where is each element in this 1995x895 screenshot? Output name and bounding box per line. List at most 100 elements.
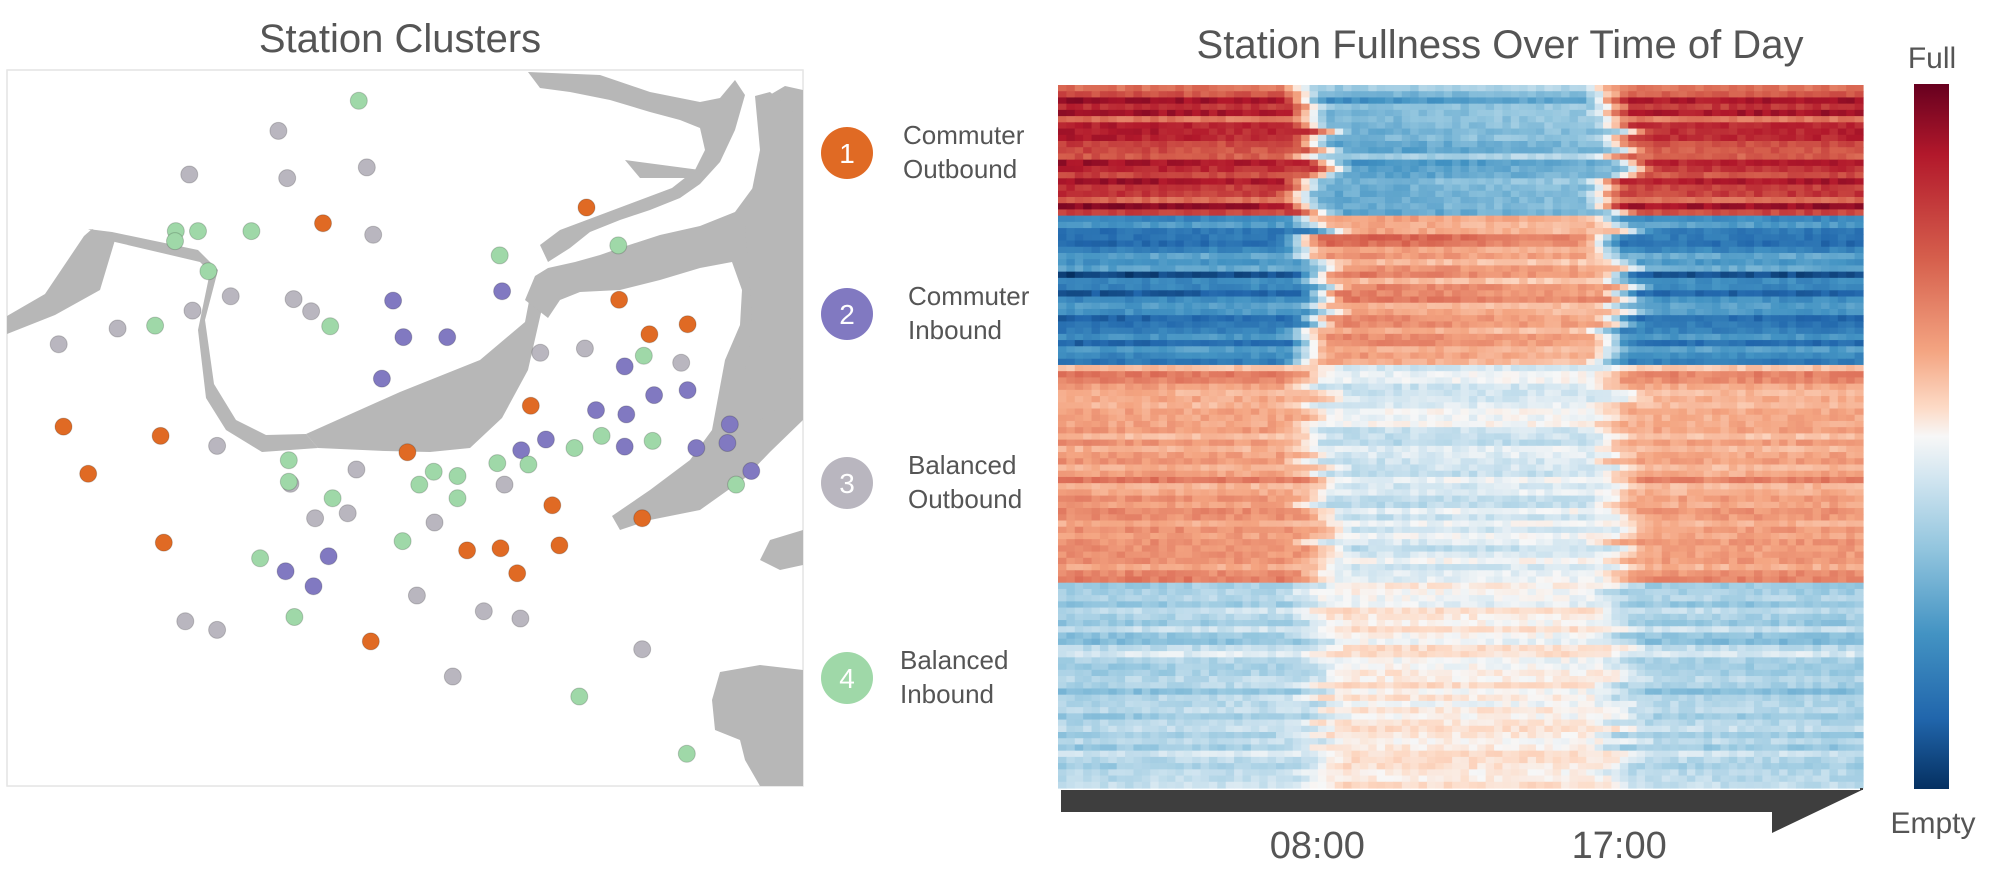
heatmap-cell [1561,327,1571,335]
heatmap-cell [1829,277,1839,285]
heatmap-cell [1359,315,1369,323]
heatmap-cell [1527,321,1537,329]
heatmap-cell [1267,184,1277,192]
heatmap-cell [1225,358,1235,366]
heatmap-cell [1334,209,1344,217]
heatmap-cell [1552,97,1562,105]
heatmap-cell [1175,265,1185,273]
heatmap-cell [1770,389,1780,397]
heatmap-cell [1678,358,1688,366]
heatmap-cell [1829,103,1839,111]
heatmap-cell [1460,184,1470,192]
heatmap-cell [1594,134,1604,142]
heatmap-cell [1686,159,1696,167]
heatmap-cell [1837,340,1847,347]
heatmap-cell [1854,290,1864,298]
heatmap-cell [1636,91,1646,99]
heatmap-cell [1686,147,1696,155]
heatmap-cell [1317,340,1327,347]
heatmap-cell [1175,221,1185,229]
heatmap-cell [1502,103,1512,111]
heatmap-cell [1150,389,1160,397]
heatmap-cell [1376,296,1386,304]
heatmap-cell [1234,122,1244,130]
heatmap-cell [1452,172,1462,179]
heatmap-cell [1452,296,1462,304]
heatmap-cell [1058,302,1067,310]
heatmap-cell [1292,103,1302,111]
heatmap-cell [1091,153,1101,161]
heatmap-cell [1334,302,1344,310]
heatmap-cell [1208,246,1218,254]
heatmap-cell [1577,140,1587,148]
heatmap-cell [1301,147,1311,155]
heatmap-cell [1351,308,1361,316]
heatmap-cell [1267,234,1277,242]
heatmap-cell [1686,140,1696,148]
heatmap-cell [1468,377,1478,385]
heatmap-cell [1108,103,1118,111]
heatmap-cell [1527,228,1537,235]
heatmap-cell [1267,383,1277,391]
heatmap-cell [1334,383,1344,391]
heatmap-cell [1787,265,1797,273]
heatmap-cell [1317,321,1327,329]
station-point-cluster-1 [361,632,380,651]
heatmap-cell [1058,147,1067,155]
heatmap-cell [1812,165,1822,173]
heatmap-cell [1846,364,1856,372]
heatmap-cell [1636,271,1646,279]
heatmap-cell [1770,103,1780,111]
heatmap-cell [1829,308,1839,316]
heatmap-cell [1770,234,1780,242]
heatmap-cell [1779,277,1789,285]
heatmap-cell [1192,128,1202,136]
heatmap-cell [1410,196,1420,204]
heatmap-cell [1234,284,1244,291]
heatmap-cell [1703,85,1713,92]
heatmap-cell [1284,91,1294,99]
heatmap-cell [1276,315,1286,323]
heatmap-cell [1728,389,1738,397]
heatmap-cell [1821,172,1831,179]
heatmap-cell [1829,172,1839,179]
heatmap-cell [1267,134,1277,142]
heatmap-cell [1292,203,1302,211]
heatmap-cell [1854,91,1864,99]
heatmap-cell [1686,358,1696,366]
heatmap-cell [1611,308,1621,316]
heatmap-cell [1200,333,1210,341]
heatmap-cell [1259,228,1269,235]
heatmap-cell [1670,364,1680,372]
heatmap-cell [1779,147,1789,155]
station-point-cluster-3 [357,158,376,177]
heatmap-cell [1192,153,1202,161]
heatmap-cell [1611,377,1621,385]
heatmap-cell [1133,315,1143,323]
heatmap-cell [1343,159,1353,167]
heatmap-cell [1351,364,1361,372]
heatmap-cell [1175,271,1185,279]
heatmap-cell [1292,184,1302,192]
heatmap-cell [1385,358,1395,366]
heatmap-cell [1301,308,1311,316]
heatmap-cell [1167,128,1176,136]
heatmap-cell [1452,153,1462,161]
heatmap-cell [1485,159,1495,167]
heatmap-cell [1460,85,1470,92]
heatmap-cell [1192,209,1202,217]
heatmap-cell [1208,271,1218,279]
heatmap-cell [1309,271,1319,279]
heatmap-cell [1837,308,1847,316]
heatmap-cell [1535,203,1545,211]
heatmap-cell [1661,190,1671,198]
heatmap-cell [1703,246,1713,254]
heatmap-cell [1821,327,1831,335]
heatmap-cell [1561,284,1571,291]
heatmap-cell [1317,346,1327,354]
heatmap-cell [1510,209,1520,217]
heatmap-cell [1225,364,1235,372]
heatmap-cell [1183,240,1193,248]
heatmap-cell [1485,333,1495,341]
heatmap-cell [1468,140,1478,148]
